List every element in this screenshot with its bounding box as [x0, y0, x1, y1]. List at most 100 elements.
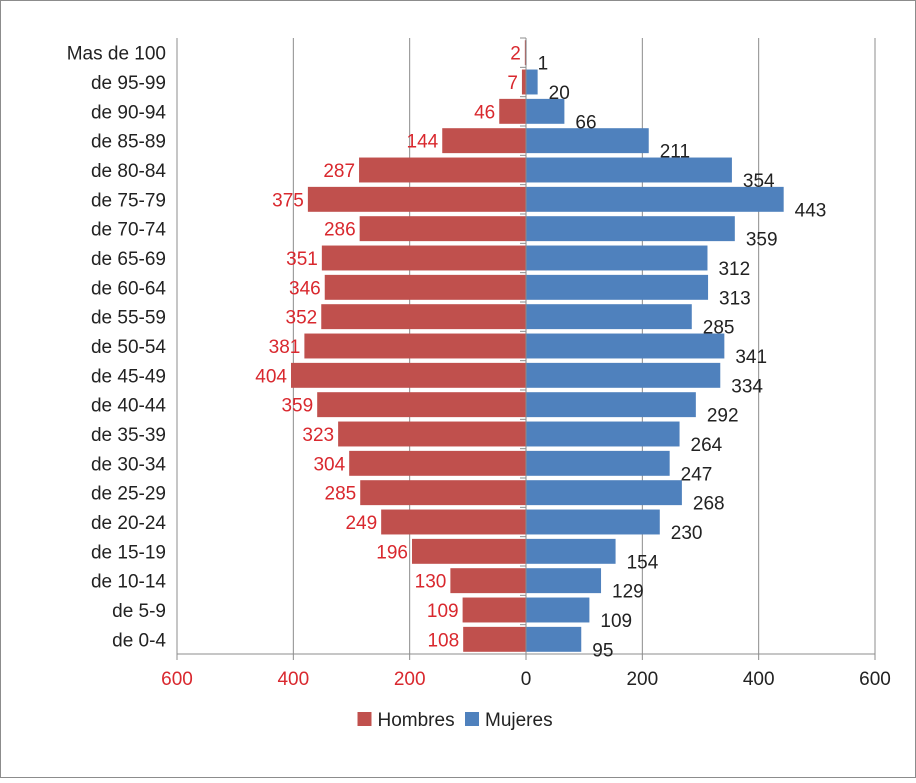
bar-hombres — [324, 274, 526, 300]
x-tick-label: 200 — [626, 669, 658, 690]
bar-hombres — [524, 40, 526, 66]
data-label-mujeres: 312 — [718, 259, 750, 280]
data-label-hombres: 285 — [325, 484, 357, 505]
data-label-mujeres: 129 — [612, 582, 644, 603]
data-label-hombres: 108 — [427, 630, 459, 651]
data-label-hombres: 2 — [510, 44, 521, 65]
bar-hombres — [307, 186, 526, 212]
bar-mujeres — [526, 98, 565, 124]
x-tick-label: 400 — [743, 669, 775, 690]
data-label-mujeres: 247 — [681, 464, 713, 485]
category-label: de 90-94 — [91, 102, 166, 123]
x-tick-labels: 600 400 200 0 200 400 600 — [161, 669, 891, 690]
bar-hombres — [304, 333, 526, 359]
data-label-hombres: 304 — [313, 454, 345, 475]
data-label-hombres: 287 — [323, 161, 355, 182]
data-label-mujeres: 109 — [600, 611, 632, 632]
bar-hombres — [499, 98, 526, 124]
bar-hombres — [360, 480, 526, 506]
category-label: de 5-9 — [112, 601, 166, 622]
bar-hombres — [381, 509, 526, 535]
category-labels: Mas de 100 de 95-99 de 90-94 de 85-89 de 80-… — [67, 44, 167, 652]
data-label-hombres: 249 — [345, 513, 377, 534]
data-label-mujeres: 341 — [735, 347, 767, 368]
data-label-mujeres: 354 — [743, 171, 775, 192]
x-tick-label: 600 — [859, 669, 891, 690]
data-label-hombres: 351 — [286, 249, 318, 270]
category-label: de 65-69 — [91, 249, 166, 270]
x-tick-label: 600 — [161, 669, 193, 690]
bar-mujeres — [526, 450, 670, 476]
legend-label: Mujeres — [485, 710, 553, 731]
bar-mujeres — [526, 128, 649, 154]
bar-mujeres — [526, 538, 616, 564]
data-label-hombres: 7 — [507, 73, 518, 94]
bar-hombres — [321, 245, 526, 271]
category-label: de 20-24 — [91, 513, 166, 534]
data-label-hombres: 352 — [286, 308, 318, 329]
legend: Hombres Mujeres — [357, 710, 553, 731]
bar-mujeres — [526, 186, 784, 212]
bar-hombres — [442, 128, 526, 154]
data-label-mujeres: 313 — [719, 288, 751, 309]
data-label-hombres: 375 — [272, 190, 304, 211]
bar-mujeres — [526, 480, 682, 506]
bar-hombres — [521, 69, 526, 95]
bar-hombres — [411, 538, 526, 564]
category-label: de 45-49 — [91, 366, 166, 387]
data-label-hombres: 286 — [324, 220, 356, 241]
data-label-hombres: 144 — [407, 132, 439, 153]
bar-mujeres — [526, 304, 692, 330]
bar-hombres — [450, 568, 526, 594]
data-label-mujeres: 1 — [538, 54, 549, 75]
data-label-mujeres: 359 — [746, 230, 778, 251]
bar-mujeres — [526, 362, 721, 388]
data-label-mujeres: 443 — [795, 200, 827, 221]
bar-mujeres — [526, 157, 732, 183]
bar-mujeres — [526, 69, 538, 95]
data-label-hombres: 130 — [415, 572, 447, 593]
bar-mujeres — [526, 245, 708, 271]
axes — [176, 37, 876, 660]
grid-lines — [176, 38, 876, 654]
data-labels: 2 17 20 46 66 144 211 287 354 375 443 286 359 351 312 3… — [255, 44, 826, 662]
data-label-mujeres: 154 — [627, 552, 659, 573]
data-label-mujeres: 285 — [703, 318, 735, 339]
bar-mujeres — [526, 216, 735, 242]
category-label: de 55-59 — [91, 308, 166, 329]
data-label-hombres: 346 — [289, 278, 321, 299]
category-label: de 30-34 — [91, 454, 166, 475]
x-tick-label: 400 — [277, 669, 309, 690]
bar-hombres — [463, 626, 526, 652]
category-label: de 40-44 — [91, 396, 166, 417]
legend-label: Hombres — [378, 710, 455, 731]
data-label-hombres: 196 — [376, 542, 408, 563]
x-tick-label: 200 — [394, 669, 426, 690]
bar-mujeres — [526, 568, 602, 594]
category-label: Mas de 100 — [67, 44, 166, 65]
category-label: de 10-14 — [91, 572, 166, 593]
data-label-hombres: 46 — [474, 102, 495, 123]
category-label: de 95-99 — [91, 73, 166, 94]
bar-mujeres — [526, 597, 590, 623]
bar-hombres — [359, 157, 526, 183]
category-label: de 80-84 — [91, 161, 166, 182]
data-label-mujeres: 268 — [693, 494, 725, 515]
bars — [291, 40, 784, 652]
data-label-mujeres: 264 — [691, 435, 723, 456]
category-label: de 60-64 — [91, 278, 166, 299]
data-label-hombres: 404 — [255, 366, 287, 387]
data-label-hombres: 109 — [427, 601, 459, 622]
data-label-hombres: 323 — [302, 425, 334, 446]
bar-hombres — [338, 421, 526, 447]
x-tick-label: 0 — [521, 669, 532, 690]
category-label: de 85-89 — [91, 132, 166, 153]
category-label: de 25-29 — [91, 484, 166, 505]
data-label-mujeres: 230 — [671, 523, 703, 544]
bar-hombres — [291, 362, 526, 388]
bar-hombres — [317, 392, 526, 418]
category-label: de 75-79 — [91, 190, 166, 211]
bar-mujeres — [526, 274, 709, 300]
